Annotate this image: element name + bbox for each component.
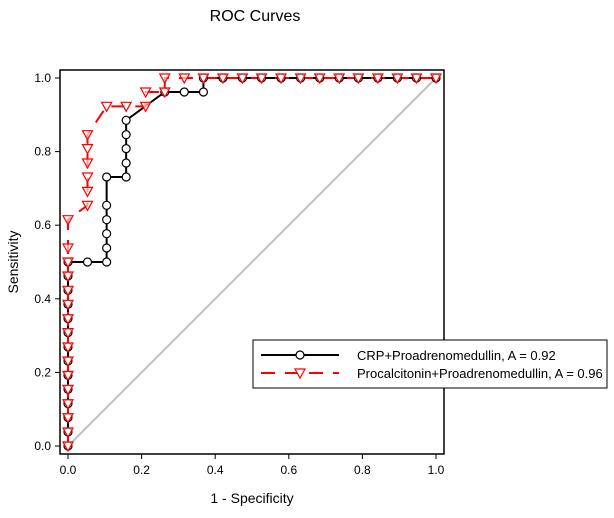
data-point-triangle	[429, 73, 443, 85]
data-point-circle	[121, 115, 131, 125]
data-point-triangle	[139, 101, 152, 113]
data-point-triangle	[61, 314, 75, 325]
x-tick-label: 0.0	[60, 463, 77, 477]
data-point-triangle	[120, 101, 133, 113]
data-point-circle	[102, 172, 112, 182]
legend-box	[252, 339, 608, 389]
data-point-triangle	[294, 73, 307, 85]
y-tick-label: 1.0	[34, 71, 51, 85]
data-point-triangle	[61, 271, 75, 283]
chart-title: ROC Curves	[210, 8, 301, 25]
x-tick-label: 0.4	[207, 463, 224, 477]
x-tick-label: 1.0	[428, 463, 445, 477]
data-point-triangle	[61, 342, 75, 354]
data-point-triangle	[100, 101, 113, 113]
data-point-triangle	[275, 73, 288, 85]
data-point-triangle	[139, 87, 152, 99]
data-point-circle	[82, 257, 93, 267]
data-point-triangle	[61, 243, 75, 255]
y-axis-label: Sensitivity	[5, 230, 21, 293]
data-point-triangle	[236, 73, 249, 85]
data-point-triangle	[352, 73, 365, 85]
data-point-triangle	[410, 73, 423, 85]
data-point-triangle	[81, 158, 94, 170]
x-tick-label: 0.6	[280, 463, 297, 477]
data-point-triangle	[313, 73, 326, 85]
data-point-circle	[102, 200, 112, 210]
y-tick-label: 0.6	[34, 218, 51, 232]
data-point-triangle	[61, 215, 75, 226]
data-point-triangle	[61, 384, 75, 396]
data-point-circle	[179, 87, 189, 97]
y-tick-label: 0.0	[34, 439, 51, 453]
data-point-circle	[121, 158, 131, 168]
x-axis-label: 1 - Specificity	[210, 490, 293, 506]
data-point-triangle	[178, 73, 191, 85]
data-point-triangle	[61, 370, 75, 382]
data-point-triangle	[255, 73, 268, 85]
data-point-circle	[198, 87, 209, 97]
data-point-triangle	[61, 399, 75, 410]
legend-marker-procalcitonin	[293, 368, 307, 380]
data-point-triangle	[391, 73, 404, 85]
reference-diagonal-line	[67, 77, 437, 447]
data-point-triangle	[81, 144, 94, 155]
data-point-circle	[121, 130, 131, 140]
legend-label-procalcitonin: Procalcitonin+Proadrenomedullin, A = 0.9…	[357, 366, 603, 381]
data-point-triangle	[81, 200, 94, 212]
data-point-triangle	[61, 356, 75, 368]
data-point-triangle	[81, 172, 94, 184]
data-point-circle	[121, 144, 131, 154]
data-point-triangle	[61, 441, 75, 453]
data-point-circle	[102, 229, 112, 239]
legend: CRP+Proadrenomedullin, A = 0.92 Procalci…	[252, 339, 608, 389]
data-point-triangle	[81, 186, 94, 198]
data-point-triangle	[158, 87, 171, 99]
data-point-circle	[102, 243, 112, 253]
data-point-triangle	[197, 73, 210, 85]
legend-marker-crp	[295, 350, 305, 360]
data-point-triangle	[61, 427, 75, 439]
data-point-triangle	[61, 285, 75, 297]
data-point-triangle	[61, 257, 75, 269]
data-point-triangle	[61, 413, 75, 424]
y-tick-label: 0.8	[34, 145, 51, 159]
data-point-circle	[102, 257, 112, 267]
data-point-triangle	[61, 299, 75, 311]
legend-label-crp: CRP+Proadrenomedullin, A = 0.92	[357, 348, 556, 363]
data-point-circle	[121, 172, 131, 182]
data-point-triangle	[371, 73, 384, 85]
data-point-triangle	[81, 130, 94, 141]
data-point-triangle	[158, 73, 171, 85]
x-tick-label: 0.2	[133, 463, 150, 477]
data-point-triangle	[61, 328, 75, 339]
data-point-triangle	[216, 73, 229, 85]
plot-frame	[59, 69, 445, 455]
y-tick-label: 0.4	[34, 292, 51, 306]
data-point-triangle	[333, 73, 346, 85]
data-point-circle	[102, 215, 112, 225]
y-tick-label: 0.2	[34, 365, 51, 379]
x-tick-label: 0.8	[354, 463, 371, 477]
